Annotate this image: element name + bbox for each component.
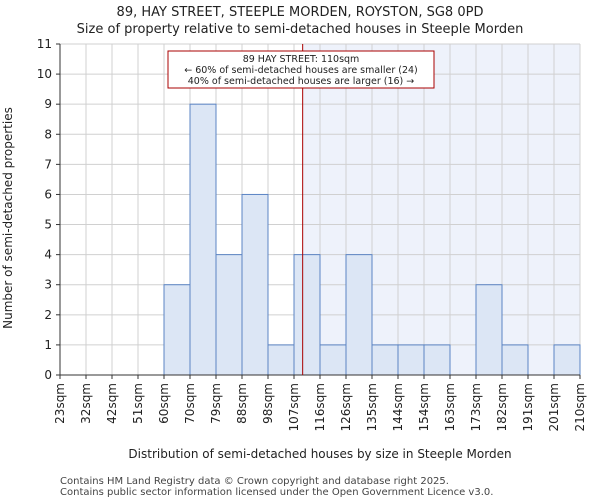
x-tick-label: 70sqm — [183, 383, 197, 424]
chart-title: 89, HAY STREET, STEEPLE MORDEN, ROYSTON,… — [117, 5, 484, 20]
x-tick-label: 23sqm — [53, 383, 67, 424]
x-tick-label: 51sqm — [131, 383, 145, 424]
bar — [241, 193, 269, 376]
highlight-region — [302, 44, 580, 375]
y-axis-label: Number of semi-detached properties — [1, 107, 15, 329]
y-tick-label: 1 — [44, 338, 52, 352]
x-tick-label: 126sqm — [339, 383, 353, 431]
x-tick-label: 32sqm — [79, 383, 93, 424]
y-tick-label: 11 — [37, 37, 52, 51]
bar — [501, 344, 529, 376]
bar — [267, 344, 295, 376]
chart-subtitle: Size of property relative to semi-detach… — [77, 22, 524, 37]
bar — [293, 254, 321, 376]
annotation-box — [167, 50, 435, 89]
bar — [553, 344, 581, 376]
x-tick-label: 116sqm — [313, 383, 327, 431]
y-tick-label: 0 — [44, 368, 52, 382]
annotation-line-3: 40% of semi-detached houses are larger (… — [188, 76, 415, 87]
x-tick-label: 144sqm — [391, 383, 405, 431]
x-tick-label: 154sqm — [417, 383, 431, 431]
bar — [163, 284, 191, 376]
x-tick-label: 60sqm — [157, 383, 171, 424]
x-axis-label: Distribution of semi-detached houses by … — [128, 447, 511, 461]
x-tick-label: 42sqm — [105, 383, 119, 424]
bar — [397, 344, 425, 376]
x-tick-label: 88sqm — [235, 383, 249, 424]
y-tick-label: 10 — [37, 67, 52, 81]
bar — [345, 254, 373, 376]
bar — [371, 344, 399, 376]
footer-line-2: Contains public sector information licen… — [60, 487, 493, 498]
x-tick-label: 173sqm — [469, 383, 483, 431]
x-tick-label: 135sqm — [365, 383, 379, 431]
annotation-line-1: 89 HAY STREET: 110sqm — [243, 54, 360, 65]
x-tick-label: 163sqm — [443, 383, 457, 431]
y-tick-label: 9 — [44, 97, 52, 111]
y-tick-label: 5 — [44, 218, 52, 232]
bar — [423, 344, 451, 376]
y-tick-label: 8 — [44, 127, 52, 141]
bar — [189, 103, 217, 376]
x-tick-label: 201sqm — [547, 383, 561, 431]
x-tick-label: 191sqm — [521, 383, 535, 431]
x-tick-label: 79sqm — [209, 383, 223, 424]
y-tick-label: 4 — [44, 248, 52, 262]
x-tick-label: 98sqm — [261, 383, 275, 424]
y-tick-label: 2 — [44, 308, 52, 322]
bar — [215, 254, 243, 376]
x-tick-label: 210sqm — [573, 383, 587, 431]
x-tick-label: 107sqm — [287, 383, 301, 431]
y-tick-label: 6 — [44, 187, 52, 201]
y-tick-label: 3 — [44, 278, 52, 292]
x-tick-label: 182sqm — [495, 383, 509, 431]
annotation-line-2: ← 60% of semi-detached houses are smalle… — [184, 65, 418, 76]
bar — [475, 284, 503, 376]
footer-line-1: Contains HM Land Registry data © Crown c… — [60, 476, 449, 487]
bar — [319, 344, 347, 376]
y-tick-label: 7 — [44, 157, 52, 171]
plot-area: 0 1 2 3 4 5 6 7 8 9 10 11 23sqm 32sqm 42sqm 51sqm 60sqm 7… — [37, 37, 587, 431]
